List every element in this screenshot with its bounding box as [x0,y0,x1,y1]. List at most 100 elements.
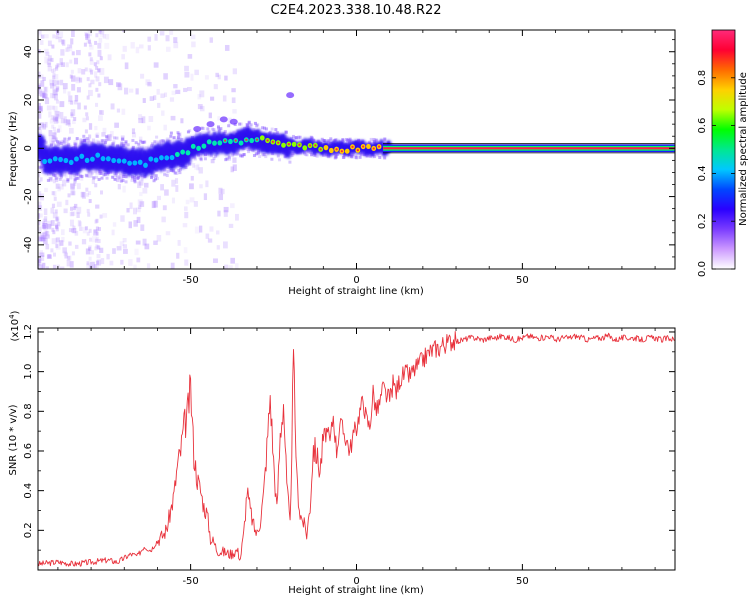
heatmap-noise-cell [62,39,66,46]
heatmap-halo-cell [54,176,58,180]
heatmap-halo-cell [242,147,246,151]
heatmap-halo-cell [354,155,358,159]
heatmap-noise-cell [82,117,87,123]
heatmap-hotspot [68,159,74,166]
heatmap-noise-cell [95,87,99,92]
heatmap-halo-cell [261,126,265,130]
snr-x-tick-label: 0 [353,576,359,587]
heatmap-halo-cell [106,172,110,176]
heatmap-noise-cell [40,234,45,242]
heatmap-noise-cell [87,89,93,97]
heatmap-noise-cell [87,212,91,217]
heatmap-noise-cell [177,239,181,246]
heatmap-halo-cell [80,175,84,179]
heatmap-noise-cell [61,171,67,177]
heatmap-noise-cell [51,140,55,145]
heatmap-noise-cell [193,201,198,207]
heatmap-halo-cell [100,139,104,143]
heatmap-noise-cell [52,230,56,235]
heatmap-noise-cell [38,213,43,218]
heatmap-noise-cell [65,62,69,68]
colorbar-tick-label: 0.6 [697,118,708,134]
heatmap-noise-cell [175,89,181,95]
heatmap-halo-cell [270,157,274,161]
heatmap-halo-cell [239,122,243,126]
heatmap-noise-cell [89,59,94,65]
heatmap-noise-cell [135,88,139,95]
heatmap-noise-cell [38,201,42,209]
heatmap-noise-cell [57,221,61,227]
heatmap-noise-cell [80,191,85,198]
heatmap-noise-cell [88,246,92,251]
snr-x-tick-label: -50 [182,576,198,587]
heatmap-noise-cell [48,135,53,141]
heatmap-noise-cell [94,183,98,188]
heatmap-halo-cell [258,154,262,158]
heatmap-noise-cell [38,103,42,110]
heatmap-halo-cell [57,142,61,146]
heatmap-noise-cell [153,200,158,208]
heatmap-halo-cell [383,138,387,142]
heatmap-halo-cell [155,135,159,139]
heatmap-noise-cell [72,191,76,196]
heatmap-halo-cell [310,153,314,157]
heatmap-noise-cell [97,169,101,174]
heatmap-noise-cell [72,206,76,211]
heatmap-hotspot [74,156,79,162]
heatmap-hotspot [238,140,244,146]
heatmap-halo-cell [44,145,48,149]
heatmap-halo-cell [150,176,154,180]
heatmap-noise-cell [55,244,59,249]
heatmap-halo-cell [44,140,48,144]
heatmap-halo-cell [327,141,331,145]
heatmap-noise-cell [41,92,47,99]
snr-y-tick-label: 0.4 [23,483,34,499]
heatmap-noise-cell [187,87,192,92]
heatmap-noise-cell [68,122,72,127]
heatmap-halo-cell [367,154,371,158]
heatmap-noise-cell [146,263,151,269]
heatmap-noise-cell [84,67,88,72]
heatmap-halo-cell [326,139,330,143]
heatmap-halo-cell [102,173,106,177]
heatmap-noise-cell [199,90,205,98]
heatmap-halo-cell [257,148,261,152]
heatmap-noise-cell [224,75,228,81]
heatmap-halo-cell [178,171,182,175]
heatmap-noise-cell [42,218,48,224]
heatmap-halo-cell [103,172,107,176]
heatmap-halo-cell [210,154,214,158]
heatmap-noise-cell [44,121,48,128]
heatmap-noise-cell [114,122,119,128]
heatmap-halo-cell [335,152,339,156]
heatmap-halo-cell [121,179,125,183]
heatmap-halo-cell [247,120,251,124]
heatmap-noise-cell [51,44,55,49]
heatmap-zero-band [383,143,675,154]
heatmap-halo-cell [49,143,53,147]
heatmap-noise-cell [38,258,42,264]
heatmap-noise-cell [43,86,47,92]
heatmap-noise-cell [55,227,59,232]
heatmap-noise-cell [109,260,114,266]
heatmap-noise-cell [76,87,81,93]
heatmap-noise-cell [122,238,127,243]
heatmap-halo-cell [372,137,376,141]
heatmap-halo-cell [217,128,221,132]
heatmap-noise-cell [189,183,194,190]
heatmap-halo-cell [159,139,163,143]
heatmap-halo-cell [126,143,130,147]
zero-band-core [383,147,675,150]
heatmap-noise-cell [116,108,121,113]
heatmap-noise-cell [56,216,60,221]
heatmap-halo-cell [256,151,260,155]
heatmap-noise-cell [218,193,224,201]
heatmap-halo-cell [54,143,58,147]
heatmap-hotspot [90,156,95,162]
heatmap-halo-cell [255,152,259,156]
heatmap-noise-cell [38,71,41,79]
heatmap-halo-cell [315,154,319,158]
heatmap-content [38,30,675,269]
heatmap-halo-cell [109,170,113,174]
